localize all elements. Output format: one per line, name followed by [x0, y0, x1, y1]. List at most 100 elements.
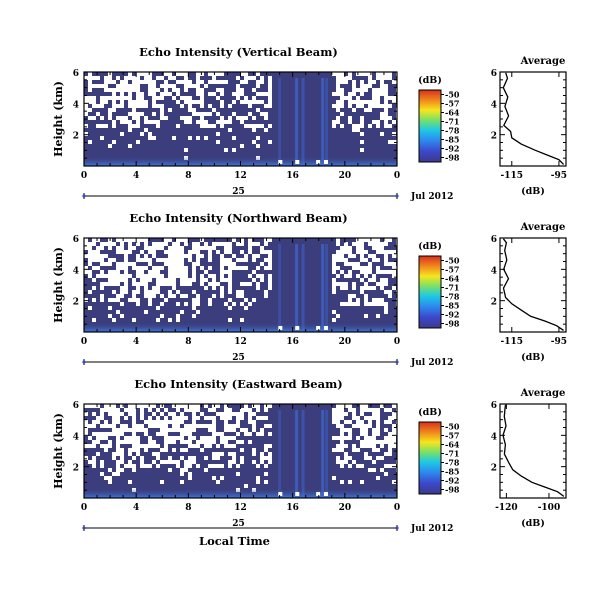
colorbar-tick-label: -57: [445, 431, 459, 441]
average-x-label: (dB): [521, 352, 545, 363]
date-month-label: Jul 2012: [410, 524, 453, 534]
colorbar-tick-label: -50: [445, 422, 460, 432]
colorbar-tick-label: -78: [445, 126, 460, 136]
colorbar: [418, 89, 442, 163]
date-day-label: 25: [232, 519, 245, 529]
y-axis-label: Height (km): [52, 247, 65, 323]
colorbar-tick-label: -50: [445, 90, 460, 100]
average-y-tick-label: 6: [491, 69, 497, 79]
x-tick-label: 0: [394, 171, 400, 181]
x-tick-label: 0: [394, 503, 400, 513]
colorbar-tick-label: -85: [445, 301, 459, 311]
x-tick-label: 12: [234, 503, 247, 513]
average-x-tick-label: -95: [551, 337, 567, 347]
average-frame: [499, 237, 567, 333]
average-profile-line: [502, 404, 565, 497]
average-x-tick-label: -120: [495, 503, 518, 513]
colorbar-tick-label: -78: [445, 292, 460, 302]
rain-streak: [295, 78, 299, 166]
x-tick-label: 12: [234, 337, 247, 347]
rain-streak: [325, 410, 329, 498]
colorbar: [418, 421, 442, 495]
x-tick-label: 8: [185, 337, 191, 347]
x-tick-label: 16: [286, 337, 299, 347]
x-tick-label: 8: [185, 171, 191, 181]
panel-1: Echo Intensity (Northward Beam)0 4 8 12 16 20…: [52, 211, 567, 368]
x-axis-label: Local Time: [199, 534, 270, 548]
colorbar-tick-label: -71: [445, 283, 459, 293]
colorbar-tick-label: -92: [445, 144, 459, 154]
x-tick-label: 4: [133, 503, 139, 513]
average-title: Average: [520, 388, 566, 399]
y-tick-label: 4: [73, 100, 79, 110]
chart-title: Echo Intensity (Northward Beam): [129, 211, 347, 225]
rain-streak: [321, 410, 325, 498]
average-frame: [499, 403, 567, 499]
average-x-tick-label: -100: [538, 503, 561, 513]
average-x-tick-label: -95: [551, 171, 567, 181]
colorbar-tick-label: -92: [445, 310, 459, 320]
x-tick-label: 0: [81, 503, 87, 513]
colorbar-tick-label: -78: [445, 458, 460, 468]
average-y-tick-label: 2: [491, 464, 497, 474]
average-x-label: (dB): [521, 518, 545, 529]
colorbar-tick-label: -92: [445, 476, 459, 486]
chart-title: Echo Intensity (Eastward Beam): [134, 377, 342, 391]
y-tick-label: 2: [73, 298, 79, 308]
average-x-label: (dB): [521, 186, 545, 197]
x-tick-label: 20: [339, 503, 352, 513]
colorbar: [418, 255, 442, 329]
x-tick-label: 0: [81, 337, 87, 347]
colorbar-tick-label: -71: [445, 117, 459, 127]
date-month-label: Jul 2012: [410, 358, 453, 368]
date-month-label: Jul 2012: [410, 192, 453, 202]
average-y-tick-label: 4: [491, 432, 497, 442]
y-tick-label: 2: [73, 132, 79, 142]
date-day-label: 25: [232, 187, 245, 197]
rain-streak: [295, 410, 299, 498]
colorbar-tick-label: -98: [445, 319, 460, 329]
rain-streak: [301, 78, 305, 166]
average-y-tick-label: 2: [491, 132, 497, 142]
colorbar-tick-label: -98: [445, 485, 460, 495]
x-tick-label: 12: [234, 171, 247, 181]
average-title: Average: [520, 56, 566, 67]
y-axis-label: Height (km): [52, 413, 65, 489]
x-tick-label: 16: [286, 503, 299, 513]
x-tick-label: 16: [286, 171, 299, 181]
x-tick-label: 8: [185, 503, 191, 513]
y-tick-label: 6: [73, 69, 79, 79]
y-axis-label: Height (km): [52, 81, 65, 157]
colorbar-unit: (dB): [418, 241, 442, 252]
average-profile-line: [502, 238, 564, 331]
colorbar-tick-label: -71: [445, 449, 459, 459]
average-x-tick-label: -115: [501, 337, 524, 347]
x-tick-label: 20: [339, 171, 352, 181]
rain-streak: [301, 244, 305, 332]
average-y-tick-label: 2: [491, 298, 497, 308]
panel-2: Echo Intensity (Eastward Beam) 0 4 8 12 16 20 0…: [52, 377, 567, 548]
no-echo-mask: [84, 238, 400, 322]
colorbar-tick-label: -57: [445, 99, 459, 109]
rain-streak: [321, 78, 325, 166]
y-tick-label: 6: [73, 401, 79, 411]
rain-streak: [278, 78, 282, 166]
x-tick-label: 4: [133, 337, 139, 347]
colorbar-tick-label: -85: [445, 135, 459, 145]
average-title: Average: [520, 222, 566, 233]
average-y-tick-label: 6: [491, 401, 497, 411]
y-tick-label: 6: [73, 235, 79, 245]
x-tick-label: 4: [133, 171, 139, 181]
rain-streak: [325, 244, 329, 332]
colorbar-tick-label: -64: [445, 108, 460, 118]
chart-title: Echo Intensity (Vertical Beam): [139, 45, 338, 59]
colorbar-tick-label: -98: [445, 153, 460, 163]
x-tick-label: 0: [81, 171, 87, 181]
average-y-tick-label: 4: [491, 266, 497, 276]
rain-streak: [325, 78, 329, 166]
average-y-tick-label: 4: [491, 100, 497, 110]
y-tick-label: 2: [73, 464, 79, 474]
rain-streak: [321, 244, 325, 332]
colorbar-tick-label: -64: [445, 440, 460, 450]
